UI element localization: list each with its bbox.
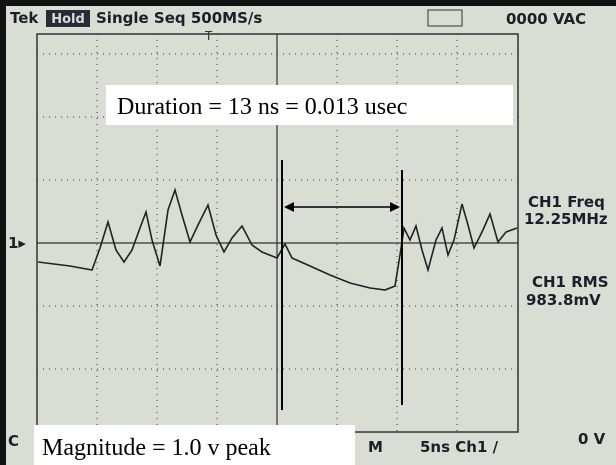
footer-left: C [8,432,19,450]
acquisition: Single Seq 500MS/s [96,9,262,27]
magnitude-annotation: Magnitude = 1.0 v peak [42,435,271,461]
timebase-marker: M [368,438,383,456]
annotation-box [106,85,513,125]
readout-value: 12.25MHz [524,210,608,228]
trigger-marker: T [204,29,213,43]
channel-marker: 1▸ [8,234,26,252]
duration-annotation: Duration = 13 ns = 0.013 usec [117,94,407,120]
readout-label: CH1 RMS [532,273,609,291]
display [6,6,616,465]
meter-reading: 0000 VAC [506,10,586,28]
hold-badge [46,10,90,27]
readout-value: 983.8mV [526,291,601,309]
brand: Tek [10,9,39,27]
waveform [37,187,518,291]
meter-icon [427,9,463,27]
hold-mode: Hold [51,12,85,27]
footer-right: 0 V [578,430,606,448]
annotation-box [34,425,355,465]
readout-label: CH1 Freq [528,193,605,211]
timebase: 5ns Ch1 / [420,438,499,456]
